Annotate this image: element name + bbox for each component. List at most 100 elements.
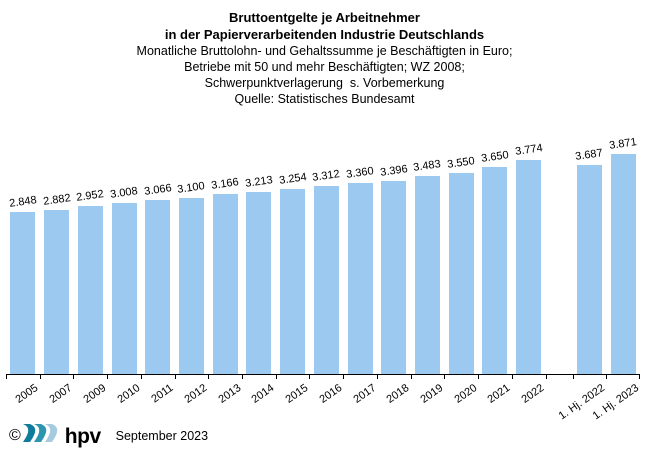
bar: 3.254 xyxy=(278,171,307,374)
x-axis-label: 2016 xyxy=(317,382,345,406)
bar: 3.396 xyxy=(379,163,408,374)
bar-value-label: 3.483 xyxy=(413,158,442,174)
bar: 3.008 xyxy=(110,185,138,374)
chart-title-line-1: Bruttoentgelte je Arbeitnehmer xyxy=(229,10,420,25)
bar-value-label: 3.254 xyxy=(278,171,308,187)
x-axis-label: 2011 xyxy=(149,382,176,406)
bar-value-label: 3.213 xyxy=(244,174,274,190)
bar-value-label: 3.008 xyxy=(109,185,139,201)
bar-value-label: 3.871 xyxy=(608,136,638,152)
hpv-logo-text: hpv xyxy=(64,424,101,448)
axis-tick xyxy=(444,374,446,379)
bar-slot: 3.871 1. Hj. 2023 xyxy=(590,136,640,422)
x-axis-label: 2013 xyxy=(216,382,244,406)
bar-slot: 3.360 2017 xyxy=(343,147,378,406)
x-axis-label: 2019 xyxy=(418,382,446,406)
bar-slot: 3.774 2022 xyxy=(511,142,547,406)
x-axis-label: 2009 xyxy=(81,382,109,406)
axis-tick xyxy=(73,374,75,379)
x-axis-label: 2015 xyxy=(283,382,311,406)
bar-slot: 3.008 2010 xyxy=(107,147,142,406)
bar: 3.312 xyxy=(312,168,341,374)
axis-tick xyxy=(606,374,608,379)
bar: 2.882 xyxy=(42,192,71,374)
x-axis-label: 2018 xyxy=(384,382,412,406)
chart-subtitle-line-1: Monatliche Bruttolohn- und Gehaltssumme … xyxy=(136,44,513,58)
bar-value-label: 3.100 xyxy=(176,180,206,196)
bar: 3.213 xyxy=(244,174,273,374)
x-axis-label: 2007 xyxy=(47,382,75,406)
hpv-waves-icon xyxy=(22,424,62,448)
chart-subtitle-line-4: Quelle: Statistisches Bundesamt xyxy=(234,92,415,106)
axis-tick xyxy=(572,374,574,379)
bar: 3.550 xyxy=(447,155,476,374)
x-axis-label: 2005 xyxy=(13,382,41,406)
chart-subtitle-line-3: Schwerpunktverlagerung s. Vorbemerkung xyxy=(204,76,445,90)
bar-slot: 2.882 2007 xyxy=(39,147,74,406)
bar-slot: 3.066 2011 xyxy=(140,147,176,405)
bar-slot: 3.213 2014 xyxy=(242,147,277,406)
chart-title-block: Bruttoentgelte je Arbeitnehmer in der Pa… xyxy=(0,0,649,107)
bar-value-label: 3.774 xyxy=(514,142,544,158)
bar-value-label: 3.360 xyxy=(345,165,375,181)
bar-slot: 3.687 1. Hj. 2022 xyxy=(557,147,607,422)
axis-tick xyxy=(511,374,513,379)
bar-slot: 3.650 2021 xyxy=(478,147,513,406)
bar-value-label: 3.687 xyxy=(574,147,604,163)
bar: 3.483 xyxy=(413,158,442,374)
bar: 3.360 xyxy=(346,165,375,374)
bar-slot: 3.166 2013 xyxy=(208,147,243,406)
axis-tick xyxy=(309,374,311,379)
bar-value-label: 3.312 xyxy=(311,168,341,184)
bar-value-label: 3.066 xyxy=(143,182,173,198)
bar-value-label: 2.952 xyxy=(75,188,105,204)
bar-slot: 3.254 2015 xyxy=(275,147,310,406)
axis-tick xyxy=(376,374,378,379)
bar-value-label: 3.550 xyxy=(446,155,476,171)
axis-tick xyxy=(545,374,547,379)
x-axis-label: 2022 xyxy=(519,382,547,406)
bar: 3.066 xyxy=(143,182,172,374)
bar: 3.100 xyxy=(177,180,206,374)
bar-group-gap xyxy=(545,147,573,379)
chart-subtitle-line-2: Betriebe mit 50 und mehr Beschäftigten; … xyxy=(184,60,465,74)
x-axis-label: 2010 xyxy=(114,382,142,406)
bar-slot: 3.396 2018 xyxy=(376,147,412,406)
axis-tick xyxy=(275,374,277,379)
bar: 3.166 xyxy=(211,176,240,374)
x-axis-label: 2012 xyxy=(182,382,210,406)
bar-slot: 2.848 2005 xyxy=(6,147,41,406)
bar: 2.848 xyxy=(8,194,37,374)
x-axis-label: 2017 xyxy=(350,382,378,406)
axis-tick xyxy=(208,374,210,379)
axis-tick xyxy=(410,374,412,379)
bar: 3.871 xyxy=(609,136,638,374)
bar-value-label: 2.882 xyxy=(42,192,72,208)
axis-tick xyxy=(6,374,7,379)
bar: 3.650 xyxy=(480,149,509,374)
bar-chart: 2.848 2005 2.882 2007 2.952 2009 3.008 2010 3.06… xyxy=(6,136,641,422)
bar: 3.687 xyxy=(575,147,604,374)
x-axis-label: 2020 xyxy=(452,382,480,406)
axis-tick xyxy=(174,374,176,379)
axis-tick xyxy=(343,374,345,379)
bar-slot: 2.952 2009 xyxy=(73,147,108,406)
bar-value-label: 3.166 xyxy=(210,176,240,192)
copyright-symbol: © xyxy=(9,427,21,444)
x-axis-label: 2021 xyxy=(485,382,513,406)
axis-tick xyxy=(478,374,480,379)
chart-title-line-2: in der Papierverarbeitenden Industrie De… xyxy=(164,27,485,42)
bar-value-label: 2.848 xyxy=(8,194,38,210)
x-axis-label: 2014 xyxy=(249,382,277,406)
bar-value-label: 3.396 xyxy=(379,163,409,179)
axis-tick xyxy=(140,374,142,379)
footer-date: September 2023 xyxy=(115,429,209,443)
bar-slot: 3.550 2020 xyxy=(444,147,479,406)
bar: 3.774 xyxy=(514,142,543,374)
bar-value-label: 3.650 xyxy=(480,149,510,165)
bar-slot: 3.100 2012 xyxy=(174,147,209,406)
bar-slot: 3.312 2016 xyxy=(309,147,344,406)
bar: 2.952 xyxy=(76,188,105,374)
axis-tick xyxy=(242,374,244,379)
